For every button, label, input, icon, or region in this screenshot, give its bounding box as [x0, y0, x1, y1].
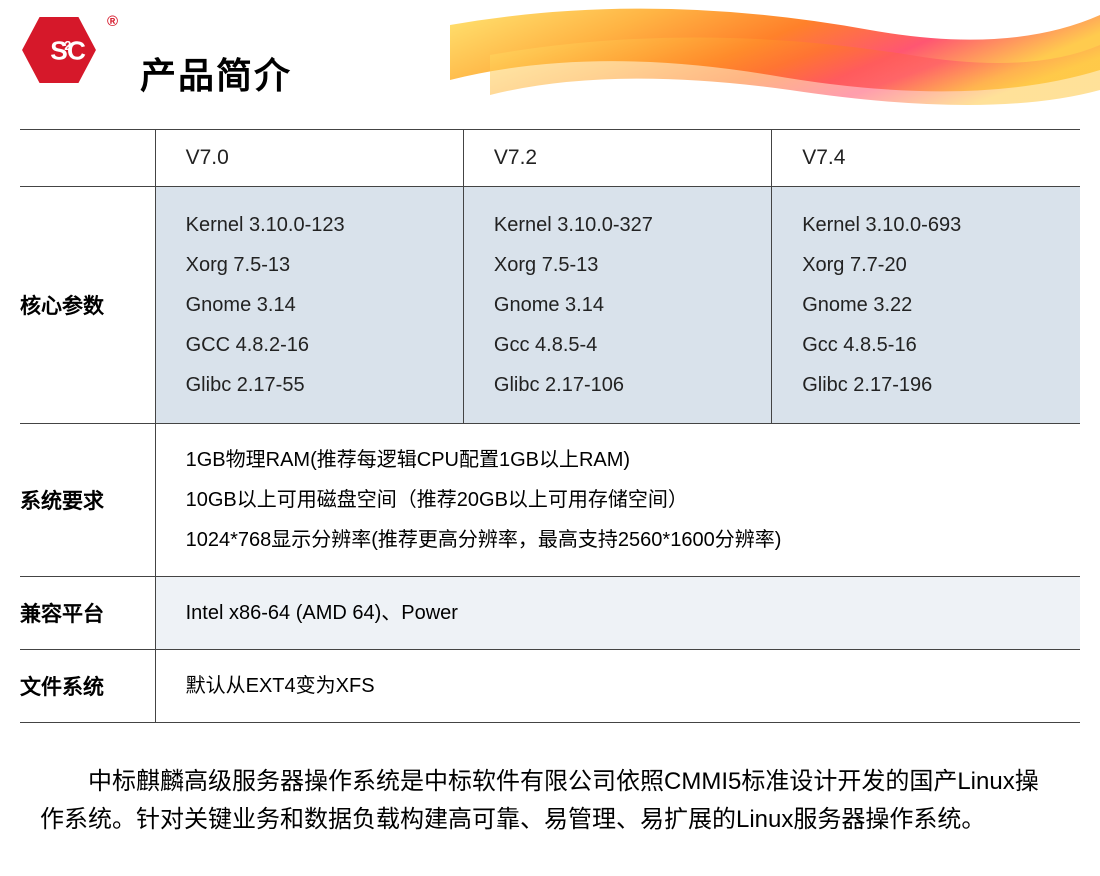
- version-v70: V7.0: [155, 130, 463, 187]
- sysreq-line-1: 10GB以上可用磁盘空间（推荐20GB以上可用存储空间）: [186, 480, 1080, 520]
- kernel-v70-1: Xorg 7.5-13: [186, 245, 463, 285]
- kernel-v74-2: Gnome 3.22: [802, 285, 1080, 325]
- kernel-row: 核心参数 Kernel 3.10.0-123 Xorg 7.5-13 Gnome…: [20, 187, 1080, 424]
- kernel-v70-2: Gnome 3.14: [186, 285, 463, 325]
- kernel-v74: Kernel 3.10.0-693 Xorg 7.7-20 Gnome 3.22…: [772, 187, 1080, 424]
- sysreq-line-0: 1GB物理RAM(推荐每逻辑CPU配置1GB以上RAM): [186, 440, 1080, 480]
- kernel-v74-1: Xorg 7.7-20: [802, 245, 1080, 285]
- kernel-v70-3: GCC 4.8.2-16: [186, 325, 463, 365]
- kernel-v74-4: Glibc 2.17-196: [802, 365, 1080, 405]
- sysreq-line-2: 1024*768显示分辨率(推荐更高分辨率，最高支持2560*1600分辨率): [186, 520, 1080, 560]
- sysreq-label: 系统要求: [20, 424, 155, 577]
- fs-label: 文件系统: [20, 650, 155, 723]
- page-title: 产品简介: [140, 47, 292, 99]
- version-v74: V7.4: [772, 130, 1080, 187]
- kernel-v72-1: Xorg 7.5-13: [494, 245, 771, 285]
- version-header-row: V7.0 V7.2 V7.4: [20, 130, 1080, 187]
- kernel-v72-3: Gcc 4.8.5-4: [494, 325, 771, 365]
- registered-mark: ®: [107, 13, 118, 30]
- logo-hex-icon: S 2 C: [20, 15, 98, 85]
- description-paragraph: 中标麒麟高级服务器操作系统是中标软件有限公司依照CMMI5标准设计开发的国产Li…: [40, 763, 1060, 840]
- kernel-v70-4: Glibc 2.17-55: [186, 365, 463, 405]
- svg-text:C: C: [67, 36, 86, 66]
- compat-row: 兼容平台 Intel x86-64 (AMD 64)、Power: [20, 577, 1080, 650]
- compat-content: Intel x86-64 (AMD 64)、Power: [155, 577, 1080, 650]
- compat-label: 兼容平台: [20, 577, 155, 650]
- kernel-label: 核心参数: [20, 187, 155, 424]
- kernel-v74-3: Gcc 4.8.5-16: [802, 325, 1080, 365]
- sysreq-content: 1GB物理RAM(推荐每逻辑CPU配置1GB以上RAM) 10GB以上可用磁盘空…: [155, 424, 1080, 577]
- fs-row: 文件系统 默认从EXT4变为XFS: [20, 650, 1080, 723]
- logo: S 2 C ®: [20, 15, 110, 95]
- version-v72: V7.2: [463, 130, 771, 187]
- kernel-v72-4: Glibc 2.17-106: [494, 365, 771, 405]
- kernel-v74-0: Kernel 3.10.0-693: [802, 205, 1080, 245]
- kernel-v72: Kernel 3.10.0-327 Xorg 7.5-13 Gnome 3.14…: [463, 187, 771, 424]
- kernel-v70: Kernel 3.10.0-123 Xorg 7.5-13 Gnome 3.14…: [155, 187, 463, 424]
- spec-table: V7.0 V7.2 V7.4 核心参数 Kernel 3.10.0-123 Xo…: [20, 129, 1080, 723]
- kernel-v70-0: Kernel 3.10.0-123: [186, 205, 463, 245]
- header: S 2 C ® 产品简介: [0, 0, 1100, 109]
- sysreq-row: 系统要求 1GB物理RAM(推荐每逻辑CPU配置1GB以上RAM) 10GB以上…: [20, 424, 1080, 577]
- version-label-empty: [20, 130, 155, 187]
- kernel-v72-2: Gnome 3.14: [494, 285, 771, 325]
- kernel-v72-0: Kernel 3.10.0-327: [494, 205, 771, 245]
- fs-content: 默认从EXT4变为XFS: [155, 650, 1080, 723]
